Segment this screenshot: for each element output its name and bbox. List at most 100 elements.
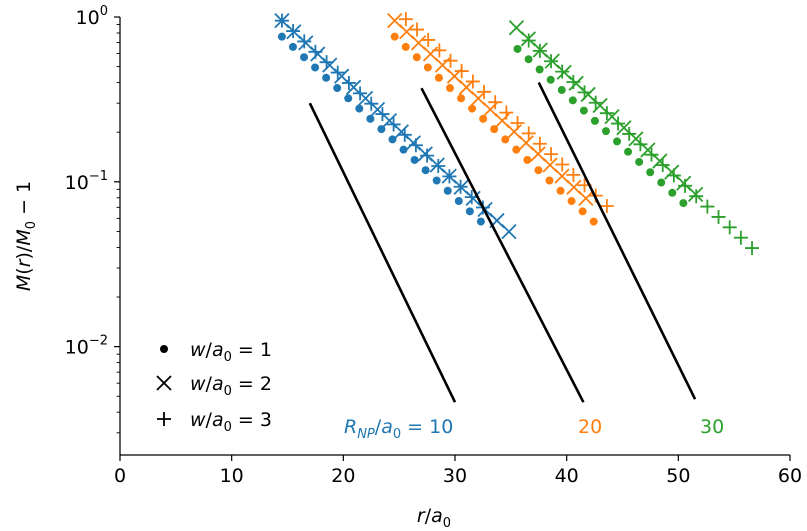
data-point-dot — [465, 207, 474, 216]
x-tick-label: 20 — [331, 465, 355, 487]
data-point-plus — [286, 24, 301, 39]
x-tick-label: 0 — [114, 465, 126, 487]
data-point-plus — [375, 107, 390, 122]
data-point-plus — [443, 53, 458, 68]
data-point-plus — [397, 127, 412, 142]
legend-label-w2: w/a0 = 2 — [190, 373, 272, 399]
data-point-dot — [300, 53, 309, 62]
data-point-dot — [589, 217, 598, 226]
data-point-dot — [355, 104, 364, 113]
data-point-x — [501, 224, 517, 240]
x-tick-label: 30 — [443, 465, 467, 487]
data-point-dot — [646, 168, 655, 177]
data-point-x — [578, 190, 594, 206]
data-point-plus — [544, 54, 559, 69]
data-point-plus — [644, 147, 659, 162]
data-point-dot — [512, 145, 521, 154]
data-point-dot — [635, 157, 644, 166]
data-point-plus — [678, 178, 693, 193]
data-point-dot — [479, 114, 488, 123]
x-tick-label: 60 — [778, 465, 802, 487]
data-point-dot — [412, 53, 421, 62]
data-point-plus — [722, 220, 737, 235]
data-point-dot — [578, 207, 587, 216]
y-tick-label: 10−1 — [65, 169, 108, 194]
legend-plus-marker — [157, 412, 171, 426]
data-point-plus — [510, 115, 525, 130]
x-tick-label: 40 — [555, 465, 579, 487]
data-point-plus — [566, 167, 581, 182]
data-point-dot — [344, 94, 353, 103]
data-point-plus — [477, 84, 492, 99]
data-point-dot — [601, 127, 610, 136]
legend: w/a0 = 1 w/a0 = 2 w/a0 = 3 — [156, 339, 272, 435]
data-point-dot — [535, 65, 544, 74]
data-point-dot — [410, 155, 419, 164]
x-axis-label: r/a0 — [417, 505, 451, 531]
x-tick-label: 10 — [220, 465, 244, 487]
data-point-plus — [330, 65, 345, 80]
data-point-dot — [590, 116, 599, 125]
ticks: 0 10 20 30 40 50 60 100 10−1 10−2 — [65, 4, 802, 487]
data-point-plus — [555, 157, 570, 172]
x-tick-label: 50 — [666, 465, 690, 487]
data-point-plus — [432, 43, 447, 58]
data-point-dot — [366, 114, 375, 123]
data-point-plus — [532, 43, 547, 58]
data-point-plus — [544, 147, 559, 162]
y-tick-label: 10−2 — [65, 334, 108, 359]
data-point-dot — [513, 44, 522, 53]
data-point-plus — [308, 44, 323, 59]
data-point-plus — [666, 168, 681, 183]
data-point-plus — [499, 105, 514, 120]
annotations: RNP/a0 = 10 20 30 — [344, 416, 724, 442]
y-axis-label: M(r)/M0 − 1 — [13, 181, 39, 291]
data-point-dot — [657, 178, 666, 187]
annotation-r20: 20 — [578, 416, 602, 438]
data-point-dot — [546, 75, 555, 84]
fit-layer — [308, 82, 697, 403]
data-point-plus — [454, 64, 469, 79]
data-point-plus — [588, 95, 603, 110]
data-point-dot — [613, 137, 622, 146]
data-point-plus — [274, 13, 289, 28]
legend-x-marker — [156, 375, 172, 391]
data-point-plus — [465, 74, 480, 89]
data-point-plus — [386, 117, 401, 132]
data-point-plus — [689, 189, 704, 204]
data-point-plus — [733, 230, 748, 245]
data-point-dot — [277, 32, 286, 41]
data-point-dot — [421, 166, 430, 175]
data-point-dot — [288, 42, 297, 51]
data-point-plus — [566, 75, 581, 90]
series-layer — [274, 12, 760, 256]
data-point-dot — [523, 155, 532, 164]
data-point-dot — [679, 199, 688, 208]
data-point-plus — [453, 179, 468, 194]
data-point-plus — [745, 241, 760, 256]
data-point-dot — [333, 84, 342, 93]
data-point-plus — [319, 55, 334, 70]
data-point-plus — [521, 126, 536, 141]
fit-line-R10 — [308, 102, 457, 403]
data-point-plus — [421, 32, 436, 47]
data-point-plus — [353, 86, 368, 101]
data-point-plus — [655, 158, 670, 173]
data-point-plus — [633, 137, 648, 152]
data-point-dot — [579, 106, 588, 115]
y-tick-label: 100 — [76, 4, 108, 29]
data-point-dot — [457, 94, 466, 103]
data-point-dot — [445, 84, 454, 93]
fit-line-R20 — [420, 87, 585, 403]
data-point-plus — [297, 34, 312, 49]
data-point-dot — [401, 42, 410, 51]
data-point-dot — [524, 55, 533, 64]
data-point-dot — [390, 32, 399, 41]
data-point-dot — [423, 63, 432, 72]
data-point-plus — [622, 126, 637, 141]
data-point-dot — [668, 188, 677, 197]
data-point-plus — [408, 138, 423, 153]
data-point-plus — [599, 106, 614, 121]
legend-label-w1: w/a0 = 1 — [190, 339, 272, 365]
data-point-dot — [567, 197, 576, 206]
